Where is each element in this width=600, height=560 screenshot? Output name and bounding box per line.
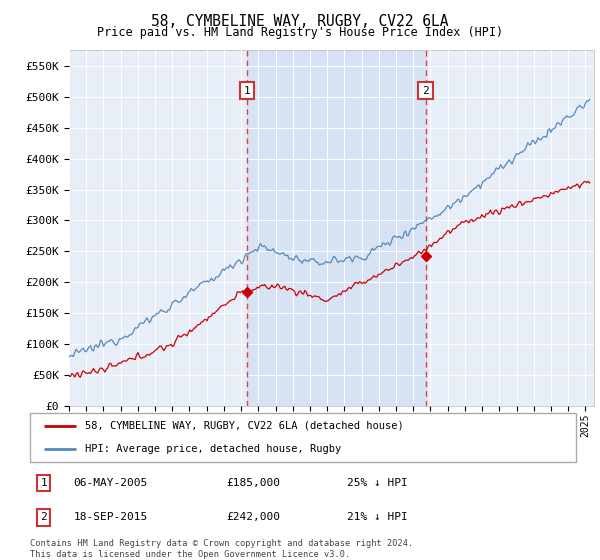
Text: Contains HM Land Registry data © Crown copyright and database right 2024.
This d: Contains HM Land Registry data © Crown c… <box>30 539 413 559</box>
Text: HPI: Average price, detached house, Rugby: HPI: Average price, detached house, Rugb… <box>85 444 341 454</box>
Text: 06-MAY-2005: 06-MAY-2005 <box>74 478 148 488</box>
Text: 2: 2 <box>422 86 429 96</box>
Text: 21% ↓ HPI: 21% ↓ HPI <box>347 512 407 522</box>
Text: £185,000: £185,000 <box>227 478 281 488</box>
Text: 1: 1 <box>244 86 251 96</box>
Text: 1: 1 <box>40 478 47 488</box>
Bar <box>247 50 425 406</box>
Text: 58, CYMBELINE WAY, RUGBY, CV22 6LA: 58, CYMBELINE WAY, RUGBY, CV22 6LA <box>151 14 449 29</box>
Text: 2: 2 <box>40 512 47 522</box>
Text: 25% ↓ HPI: 25% ↓ HPI <box>347 478 407 488</box>
Text: Price paid vs. HM Land Registry's House Price Index (HPI): Price paid vs. HM Land Registry's House … <box>97 26 503 39</box>
Text: £242,000: £242,000 <box>227 512 281 522</box>
FancyBboxPatch shape <box>30 413 576 462</box>
Text: 18-SEP-2015: 18-SEP-2015 <box>74 512 148 522</box>
Text: 58, CYMBELINE WAY, RUGBY, CV22 6LA (detached house): 58, CYMBELINE WAY, RUGBY, CV22 6LA (deta… <box>85 421 403 431</box>
